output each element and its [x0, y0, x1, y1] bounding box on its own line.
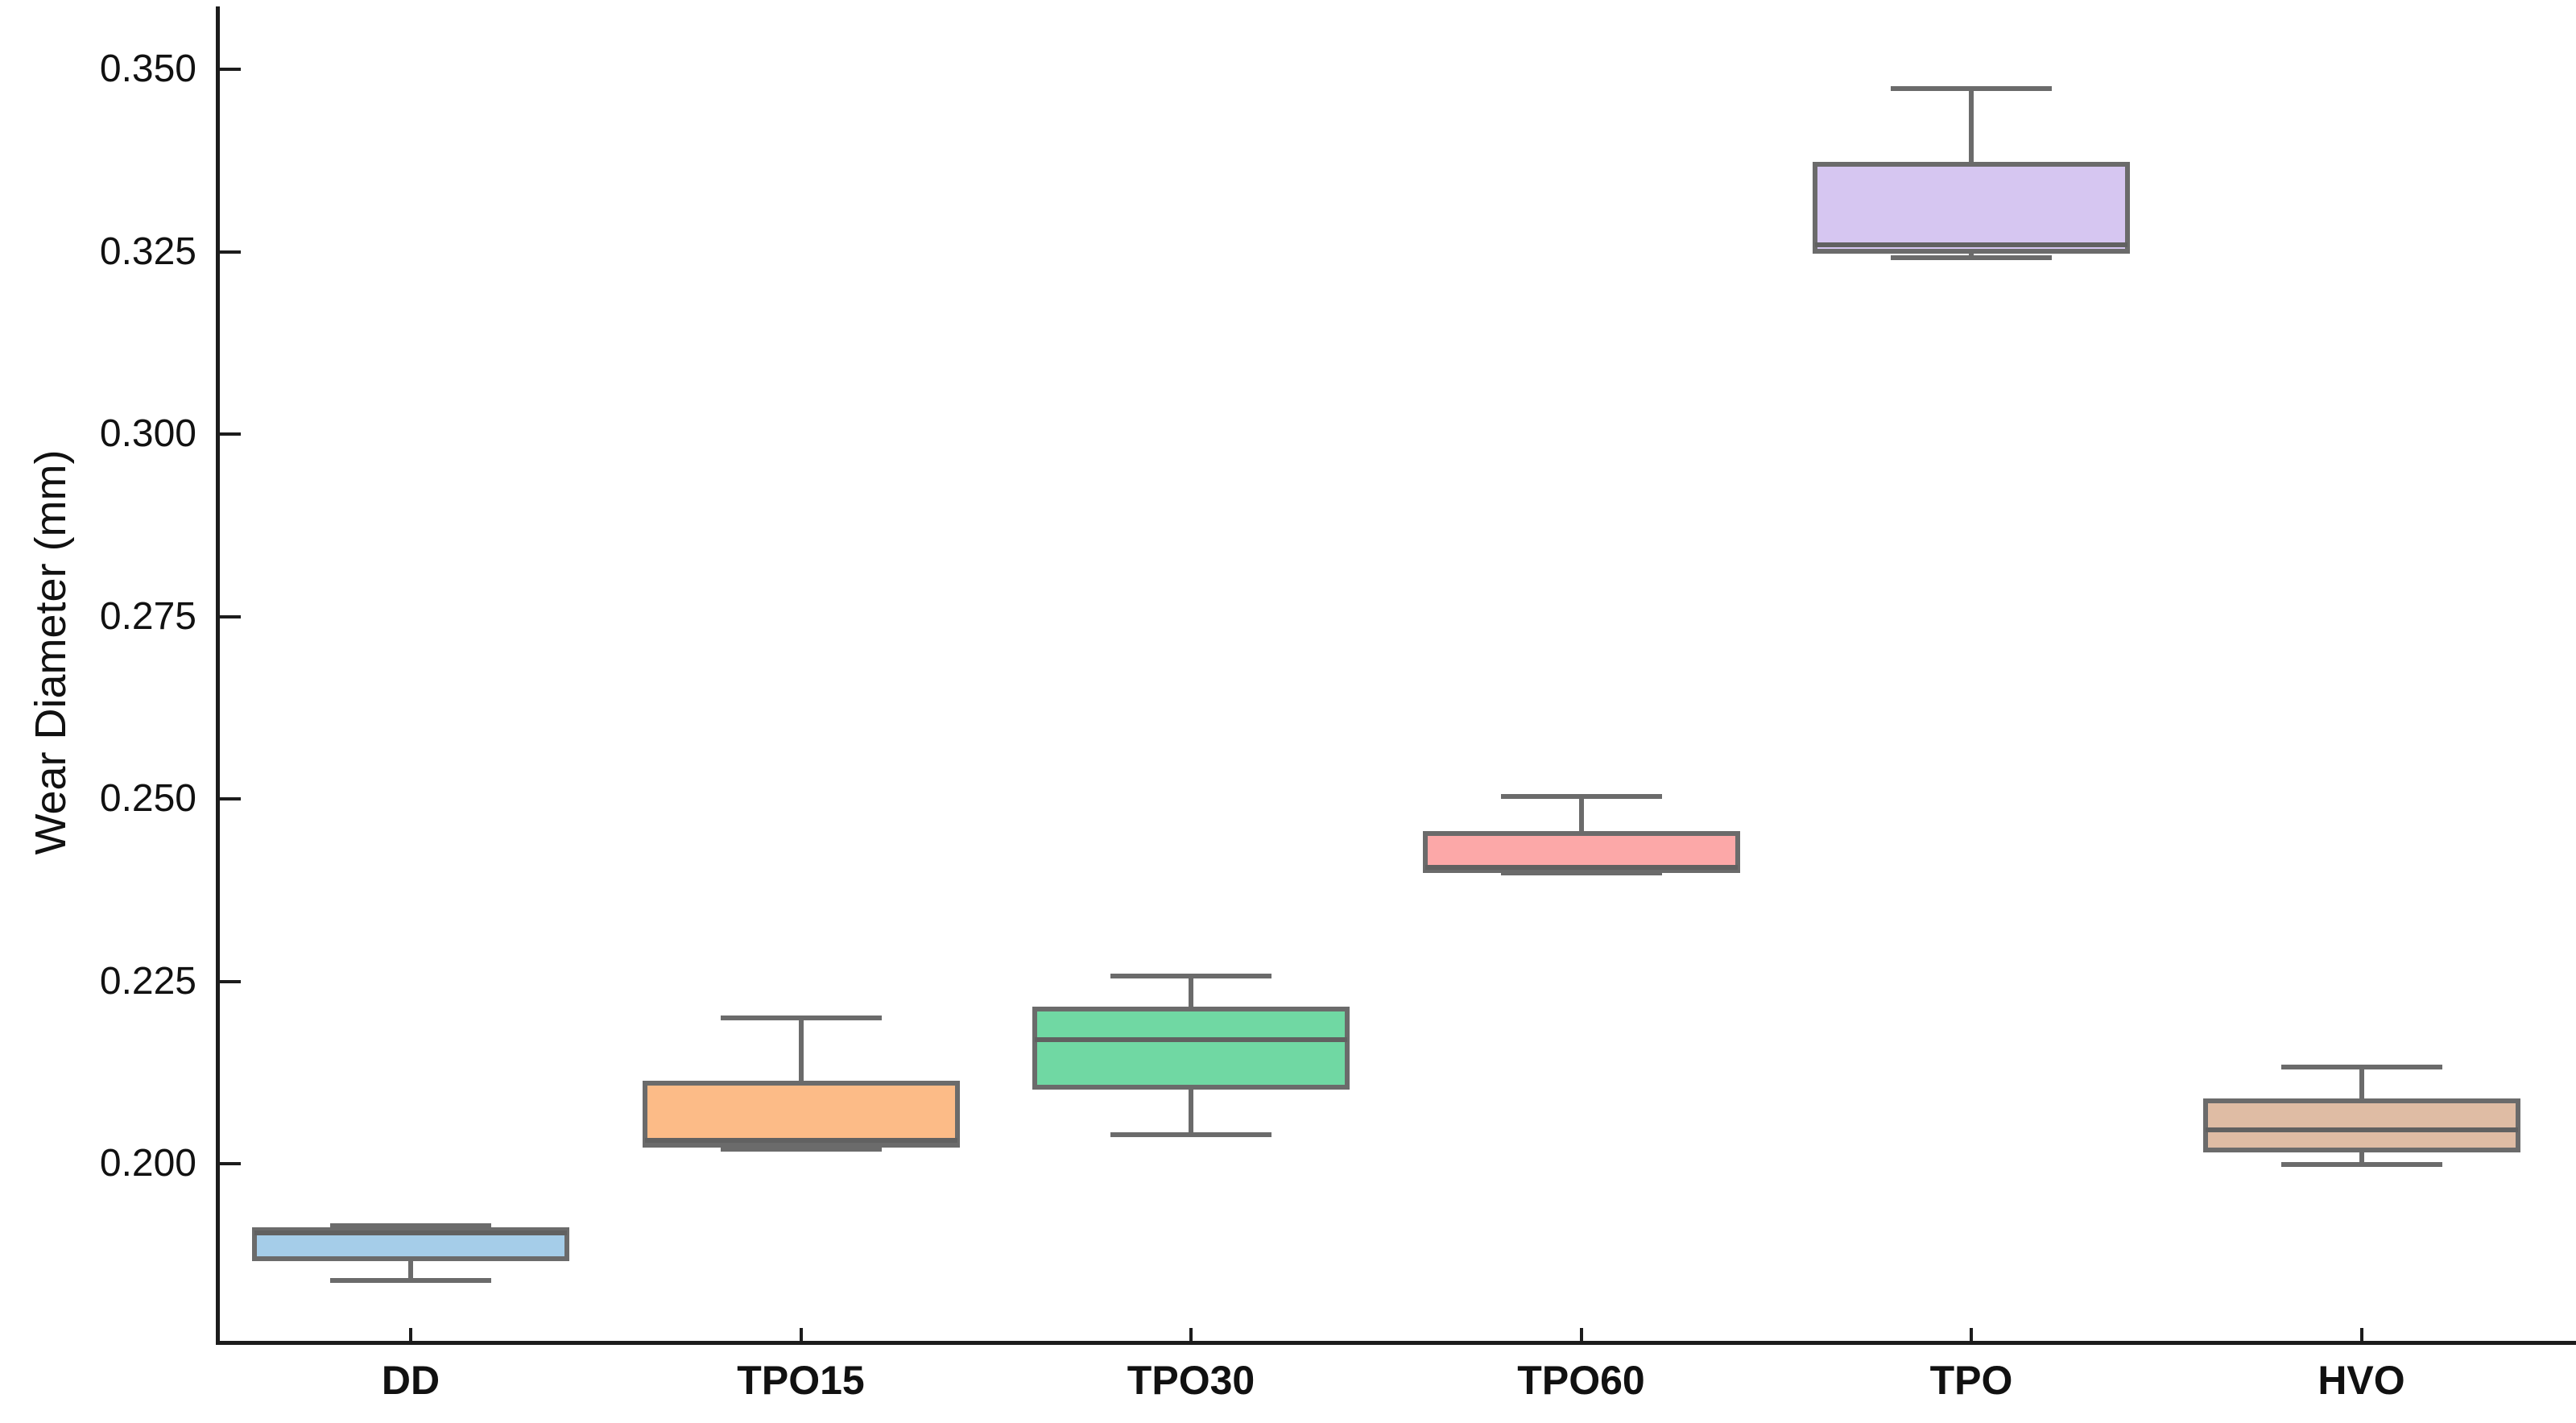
whisker-upper-TPO15: [798, 1017, 804, 1084]
whisker-cap-lower-HVO: [2280, 1161, 2442, 1167]
whisker-cap-upper-DD: [330, 1223, 491, 1228]
x-tick-mark-HVO: [2359, 1328, 2363, 1341]
y-tick-mark-0.350: [220, 68, 241, 71]
y-tick-mark-0.300: [220, 432, 241, 436]
x-tick-label-DD: DD: [381, 1358, 440, 1403]
box-TPO15: [642, 1081, 960, 1148]
y-tick-mark-0.225: [220, 979, 241, 983]
whisker-cap-lower-TPO: [1891, 254, 2052, 260]
box-TPO: [1813, 161, 2130, 254]
y-tick-label-0.275: 0.275: [99, 594, 196, 638]
x-tick-mark-TPO60: [1579, 1328, 1583, 1341]
y-tick-mark-0.325: [220, 250, 241, 254]
y-tick-mark-0.200: [220, 1162, 241, 1165]
box-TPO30: [1032, 1006, 1350, 1090]
whisker-lower-TPO30: [1189, 1086, 1193, 1135]
x-tick-mark-DD: [409, 1328, 412, 1341]
y-tick-label-0.200: 0.200: [99, 1142, 196, 1185]
y-tick-mark-0.275: [220, 614, 241, 618]
x-tick-label-TPO15: TPO15: [737, 1358, 865, 1403]
x-tick-label-TPO60: TPO60: [1517, 1358, 1645, 1403]
whisker-lower-DD: [408, 1258, 413, 1280]
whisker-cap-lower-DD: [330, 1277, 491, 1283]
x-tick-label-HVO: HVO: [2318, 1358, 2405, 1403]
x-tick-mark-TPO: [1970, 1328, 1973, 1341]
x-axis-spine: [216, 1341, 2576, 1345]
median-TPO15: [644, 1138, 957, 1143]
x-tick-label-TPO30: TPO30: [1127, 1358, 1255, 1403]
whisker-cap-upper-HVO: [2280, 1064, 2442, 1069]
y-tick-label-0.225: 0.225: [99, 959, 196, 1003]
whisker-upper-TPO30: [1189, 976, 1193, 1009]
whisker-upper-HVO: [2359, 1066, 2364, 1102]
median-DD: [254, 1231, 567, 1236]
whisker-cap-upper-TPO15: [720, 1015, 882, 1020]
y-tick-mark-0.250: [220, 797, 241, 800]
whisker-cap-upper-TPO30: [1110, 974, 1271, 979]
x-tick-label-TPO: TPO: [1929, 1358, 2013, 1403]
whisker-cap-lower-TPO60: [1500, 871, 1662, 876]
y-tick-label-0.250: 0.250: [99, 777, 196, 820]
whisker-cap-upper-TPO: [1891, 86, 2052, 92]
whisker-lower-HVO: [2359, 1149, 2364, 1164]
box-HVO: [2202, 1098, 2520, 1152]
x-tick-mark-TPO15: [799, 1328, 803, 1341]
whisker-cap-lower-TPO15: [720, 1146, 882, 1152]
median-TPO60: [1424, 865, 1738, 871]
whisker-lower-TPO: [1969, 251, 1974, 258]
x-tick-mark-TPO30: [1189, 1328, 1193, 1341]
y-tick-label-0.350: 0.350: [99, 48, 196, 90]
whisker-upper-TPO60: [1578, 796, 1584, 834]
median-HVO: [2205, 1127, 2518, 1133]
y-tick-label-0.325: 0.325: [99, 230, 196, 273]
whisker-upper-TPO: [1969, 89, 1974, 164]
y-axis-spine: [216, 6, 220, 1345]
median-TPO30: [1035, 1036, 1347, 1042]
median-TPO: [1815, 242, 2127, 248]
whisker-cap-upper-TPO60: [1500, 794, 1662, 800]
whisker-cap-lower-TPO30: [1110, 1131, 1271, 1137]
y-tick-label-0.300: 0.300: [99, 412, 196, 455]
